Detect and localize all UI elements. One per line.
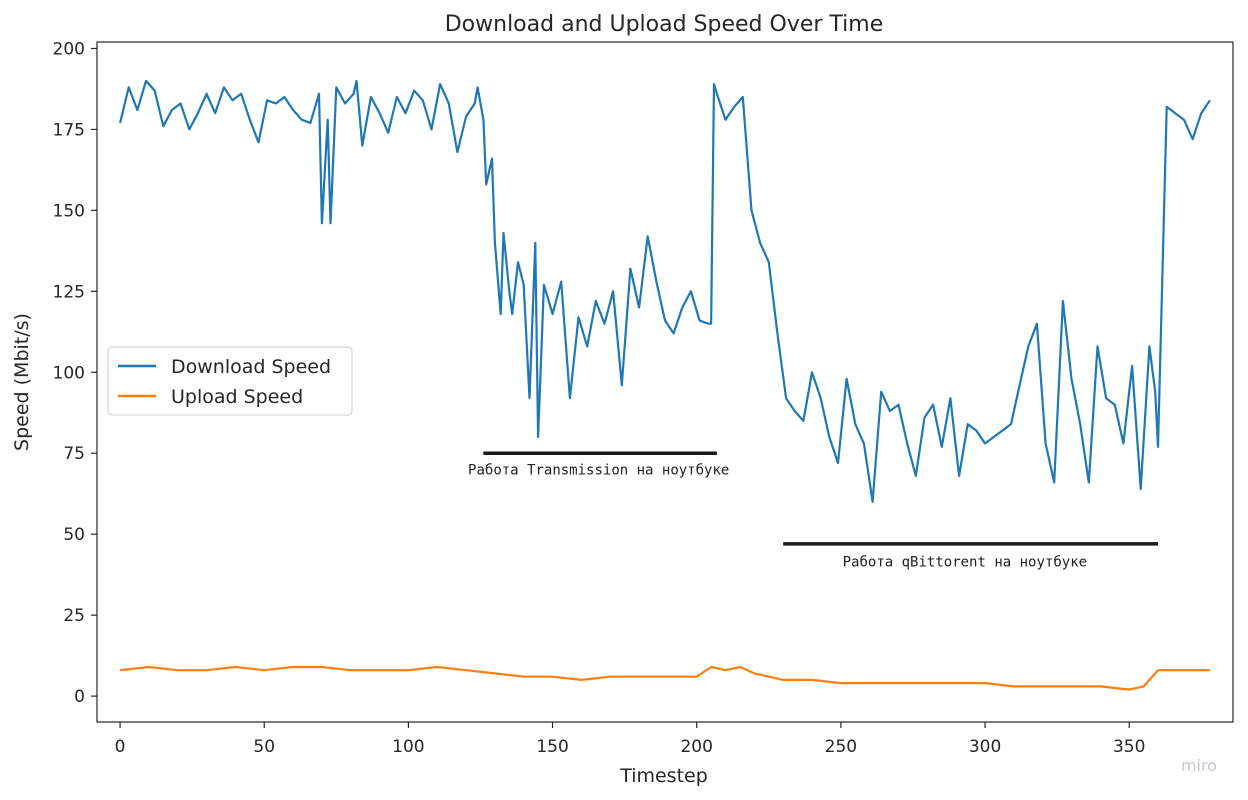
y-tick-label: 100 xyxy=(53,363,85,383)
watermark-logo: miro xyxy=(1181,756,1217,775)
annotation-label: Работа qBittorent на ноутбуке xyxy=(843,555,1087,571)
y-axis-label: Speed (Mbit/s) xyxy=(11,313,33,451)
series-line-download xyxy=(119,79,1211,503)
x-axis: 0 50 100 150 200 250 300 350 xyxy=(115,722,1145,757)
chart-title: Download and Upload Speed Over Time xyxy=(445,12,884,37)
legend-box xyxy=(107,346,353,416)
legend-label-upload: Upload Speed xyxy=(171,386,303,408)
y-tick-label: 200 xyxy=(53,39,85,59)
y-tick-label: 175 xyxy=(53,120,85,140)
series-layer xyxy=(119,79,1211,691)
y-tick-label: 75 xyxy=(63,444,85,464)
x-axis-label: Timestep xyxy=(619,765,708,787)
y-tick-label: 50 xyxy=(63,525,85,545)
legend: Download Speed Upload Speed xyxy=(107,346,353,416)
x-tick-label: 50 xyxy=(253,737,275,757)
x-tick-label: 300 xyxy=(969,737,1001,757)
legend-label-download: Download Speed xyxy=(171,356,331,378)
x-tick-label: 100 xyxy=(392,737,424,757)
series-line-upload xyxy=(119,665,1210,691)
y-tick-label: 150 xyxy=(53,201,85,221)
y-tick-label: 25 xyxy=(63,606,85,626)
y-tick-label: 0 xyxy=(74,687,85,707)
annotation-label: Работа Transmission на ноутбуке xyxy=(468,462,729,478)
x-tick-label: 250 xyxy=(825,737,857,757)
x-tick-label: 150 xyxy=(536,737,568,757)
x-tick-label: 200 xyxy=(680,737,712,757)
y-axis: 0 25 50 75 100 125 150 175 200 xyxy=(53,39,97,707)
x-tick-label: 350 xyxy=(1113,737,1145,757)
annotation-layer: Работа Transmission на ноутбуке Работа qB… xyxy=(468,451,1159,571)
plot-area-frame xyxy=(96,41,1234,723)
x-tick-label: 0 xyxy=(115,737,126,757)
y-tick-label: 125 xyxy=(53,282,85,302)
